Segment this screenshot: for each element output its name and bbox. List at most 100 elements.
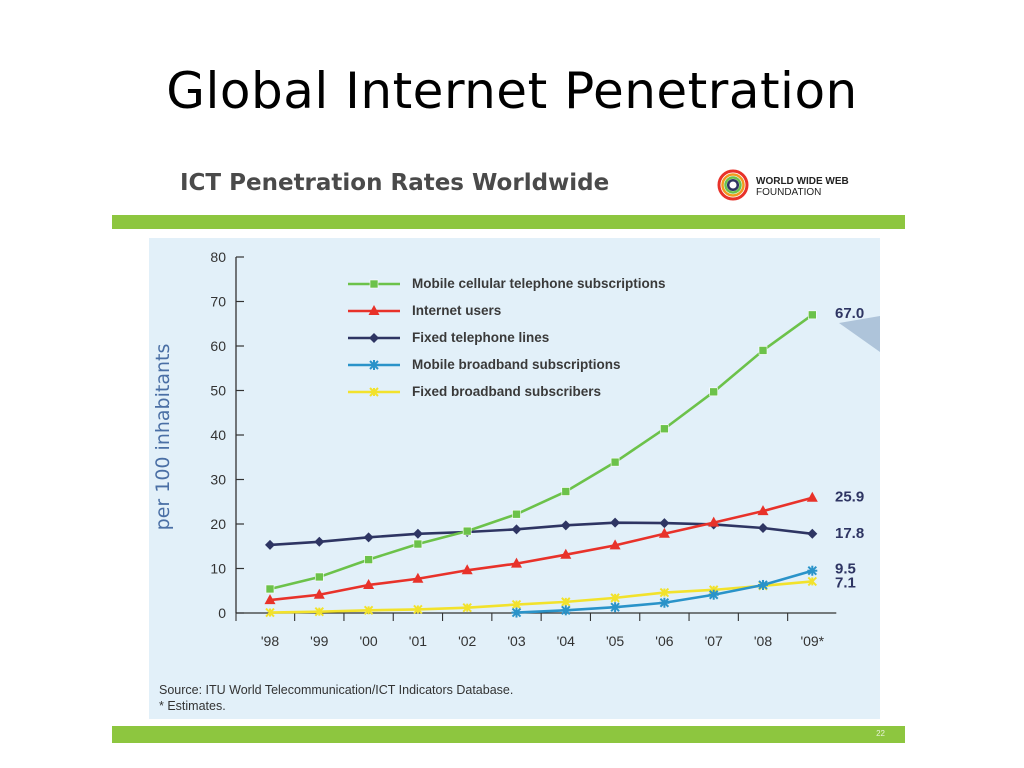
data-point xyxy=(560,520,571,531)
data-point xyxy=(363,578,375,589)
marker-shape xyxy=(364,555,373,564)
estimates-note: * Estimates. xyxy=(159,699,226,713)
data-point xyxy=(758,346,768,355)
chart-panel xyxy=(149,238,880,719)
slide-title: Global Internet Penetration xyxy=(166,62,858,120)
y-tick-label: 20 xyxy=(210,516,226,532)
data-point xyxy=(462,602,472,613)
marker-shape xyxy=(659,518,670,529)
y-tick-label: 50 xyxy=(210,383,226,399)
source-line: Source: ITU World Telecommunication/ICT … xyxy=(159,683,514,697)
data-point xyxy=(708,589,719,600)
x-tick-label: '07 xyxy=(705,633,723,649)
marker-shape xyxy=(511,557,522,568)
series-internet-users xyxy=(264,491,818,605)
y-tick-label: 80 xyxy=(210,249,226,265)
data-point xyxy=(413,604,423,615)
marker-shape xyxy=(412,528,423,539)
data-point xyxy=(315,572,324,582)
data-point xyxy=(610,602,621,613)
data-point xyxy=(265,584,275,594)
legend-marker xyxy=(368,305,380,315)
marker-shape xyxy=(314,536,325,547)
legend-swatch xyxy=(348,305,400,315)
marker-shape xyxy=(511,524,522,535)
value-pointer-wedge xyxy=(839,316,880,352)
data-point xyxy=(265,539,275,550)
legend-marker xyxy=(369,360,379,370)
end-value-label: 67.0 xyxy=(835,305,864,322)
x-tick-label: '02 xyxy=(458,633,476,649)
data-point xyxy=(610,517,621,528)
data-point xyxy=(758,523,768,534)
marker-shape xyxy=(412,572,424,583)
marker-shape xyxy=(610,517,621,528)
data-point xyxy=(511,607,522,618)
series-mobile-cellular-telephone-subscriptions xyxy=(265,310,817,594)
marker-shape xyxy=(369,279,379,289)
data-point xyxy=(363,605,374,616)
y-tick-label: 70 xyxy=(210,294,226,310)
data-point xyxy=(658,527,670,538)
x-tick-label: '08 xyxy=(754,633,772,649)
series-line xyxy=(269,580,813,614)
world-wide-web-foundation-logo-icon xyxy=(717,169,749,201)
series-mobile-broadband-subscriptions xyxy=(511,565,818,618)
data-point xyxy=(561,597,571,607)
legend-label: Fixed broadband subscribers xyxy=(412,384,602,399)
chart-header: ICT Penetration Rates Worldwide xyxy=(180,170,610,196)
marker-shape xyxy=(758,523,768,534)
y-tick-label: 0 xyxy=(218,605,226,621)
data-point xyxy=(660,424,669,434)
legend-marker xyxy=(369,333,379,343)
data-point xyxy=(709,387,719,397)
y-tick-label: 10 xyxy=(210,561,226,577)
data-point xyxy=(413,539,423,549)
marker-shape xyxy=(709,387,719,397)
data-point xyxy=(314,606,325,617)
legend-marker xyxy=(369,387,379,397)
data-point xyxy=(561,487,571,496)
marker-shape xyxy=(758,346,768,355)
marker-shape xyxy=(363,532,374,543)
legend-label: Fixed telephone lines xyxy=(412,330,550,345)
marker-shape xyxy=(315,572,324,582)
data-point xyxy=(511,557,522,568)
legend-swatch xyxy=(348,279,400,289)
data-point xyxy=(363,532,374,543)
data-point xyxy=(758,579,768,590)
marker-shape xyxy=(560,520,571,531)
marker-shape xyxy=(658,527,670,538)
marker-shape xyxy=(461,564,473,575)
x-tick-label: '01 xyxy=(409,633,427,649)
x-tick-label: '04 xyxy=(557,633,575,649)
data-point xyxy=(659,597,670,608)
marker-shape xyxy=(807,310,817,320)
data-point xyxy=(412,572,424,583)
legend-swatch xyxy=(348,387,400,397)
legend-swatch xyxy=(348,360,400,370)
marker-shape xyxy=(660,424,669,434)
logo-text: WORLD WIDE WEB FOUNDATION xyxy=(756,176,849,198)
logo-line2: FOUNDATION xyxy=(756,187,822,198)
series-line xyxy=(269,521,813,547)
marker-shape xyxy=(806,491,818,502)
y-tick-label: 60 xyxy=(210,338,226,354)
legend-label: Mobile cellular telephone subscriptions xyxy=(412,276,666,291)
series-fixed-telephone-lines xyxy=(265,517,818,550)
top-green-bar xyxy=(112,215,905,229)
data-point xyxy=(610,593,620,603)
data-point xyxy=(314,536,325,547)
data-point xyxy=(560,548,572,559)
line-chart: 0 10 20 30 40 50 60 70 80 '98 '99 '00 '01 '02 '03 '04 '0… xyxy=(210,249,880,649)
x-tick-label: '99 xyxy=(310,633,328,649)
source-note: Source: ITU World Telecommunication/ICT … xyxy=(159,682,513,714)
marker-shape xyxy=(265,584,275,594)
data-point xyxy=(610,457,620,467)
end-value-label: 17.8 xyxy=(835,525,864,542)
x-tick-label: '05 xyxy=(606,633,624,649)
x-tick-label: '09* xyxy=(800,633,824,649)
marker-shape xyxy=(313,588,325,599)
data-point xyxy=(364,555,373,564)
marker-shape xyxy=(369,333,379,343)
